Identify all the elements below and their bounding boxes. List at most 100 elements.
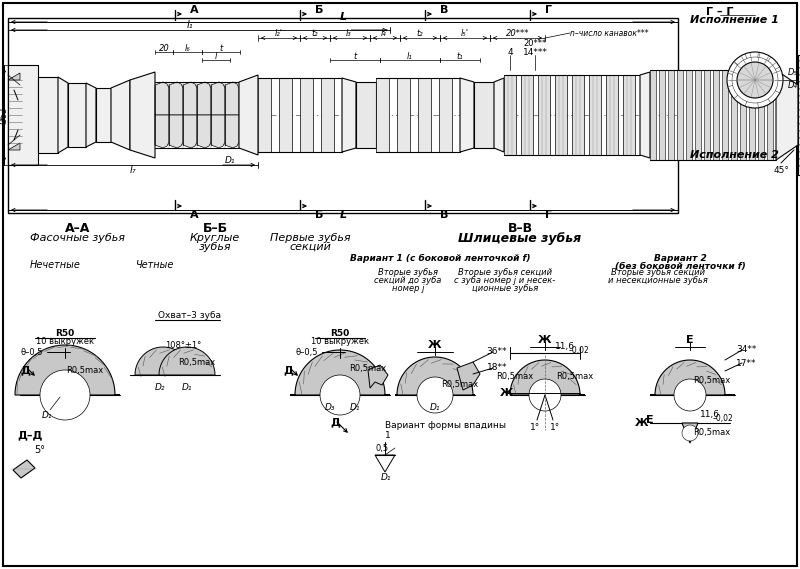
Text: 4: 4	[507, 47, 513, 56]
Text: D₂: D₂	[154, 384, 166, 393]
Bar	[538, 75, 550, 155]
Bar	[300, 78, 313, 152]
Polygon shape	[510, 360, 585, 395]
Circle shape	[737, 62, 773, 98]
Bar	[650, 70, 656, 160]
Bar	[589, 75, 601, 155]
Circle shape	[674, 379, 706, 411]
Bar	[258, 78, 271, 152]
Text: Г: Г	[545, 5, 552, 15]
Polygon shape	[494, 78, 504, 152]
Text: Вторые зубья: Вторые зубья	[378, 267, 438, 277]
Text: R50: R50	[330, 329, 350, 339]
Text: Четные: Четные	[136, 260, 174, 270]
Polygon shape	[8, 73, 20, 80]
Text: 20***: 20***	[506, 28, 530, 38]
Bar	[704, 70, 710, 160]
Bar	[8, 18, 678, 213]
Polygon shape	[13, 460, 35, 478]
Bar	[376, 78, 389, 152]
Text: 10 выкружек: 10 выкружек	[36, 337, 94, 347]
Text: –0,02: –0,02	[569, 347, 590, 356]
Text: R50: R50	[55, 329, 74, 339]
Text: l₁: l₁	[186, 20, 194, 30]
Bar	[418, 78, 431, 152]
Text: L: L	[339, 210, 346, 220]
Text: Д: Д	[20, 365, 30, 375]
Text: D₁: D₁	[182, 384, 192, 393]
Text: 1°: 1°	[530, 423, 540, 431]
Text: Исполнение 2: Исполнение 2	[690, 150, 779, 160]
Circle shape	[682, 425, 698, 441]
Bar	[572, 75, 584, 155]
Text: Б: Б	[315, 5, 323, 15]
Polygon shape	[135, 347, 191, 375]
Polygon shape	[640, 72, 650, 158]
Polygon shape	[86, 83, 96, 147]
Text: Д: Д	[330, 417, 340, 427]
Text: Шлицевые зубья: Шлицевые зубья	[458, 232, 582, 245]
Polygon shape	[111, 80, 130, 150]
Text: Вариант формы впадины: Вариант формы впадины	[385, 420, 506, 430]
Text: R0,5max: R0,5max	[442, 381, 478, 390]
Polygon shape	[211, 82, 225, 115]
Polygon shape	[290, 350, 390, 395]
Polygon shape	[183, 82, 197, 115]
Text: Охват–3 зуба: Охват–3 зуба	[158, 311, 222, 320]
Text: Б–Б: Б–Б	[202, 221, 227, 234]
Text: t₁: t₁	[457, 52, 463, 60]
Text: В: В	[440, 210, 448, 220]
Bar	[767, 70, 773, 160]
Bar	[695, 70, 701, 160]
Text: l₅': l₅'	[461, 28, 469, 38]
Text: Г: Г	[545, 210, 552, 220]
Bar	[659, 70, 665, 160]
Text: R0,5max: R0,5max	[350, 364, 386, 373]
Bar	[397, 78, 410, 152]
Bar	[279, 78, 292, 152]
Text: n–число канавок***: n–число канавок***	[570, 28, 649, 38]
Text: секций до зуба: секций до зуба	[374, 275, 442, 284]
Text: 20: 20	[158, 43, 170, 52]
Text: А: А	[190, 5, 198, 15]
Text: Исполнение 1: Исполнение 1	[690, 15, 779, 25]
Polygon shape	[197, 82, 211, 115]
Bar	[713, 70, 719, 160]
Text: D₅: D₅	[788, 68, 798, 76]
Text: номер j: номер j	[392, 283, 424, 292]
Text: Вариант 1 (с боковой ленточкой f): Вариант 1 (с боковой ленточкой f)	[350, 253, 530, 262]
Circle shape	[320, 375, 360, 415]
Bar	[686, 70, 692, 160]
Circle shape	[40, 370, 90, 420]
Text: Круглые: Круглые	[190, 233, 240, 243]
Text: Ø63: Ø63	[0, 106, 9, 123]
Polygon shape	[798, 55, 800, 175]
Text: 10 выкружек: 10 выкружек	[311, 337, 369, 347]
Text: 11,6: 11,6	[555, 343, 575, 352]
Text: l: l	[215, 52, 217, 60]
Text: –0,02: –0,02	[713, 414, 734, 423]
Circle shape	[529, 379, 561, 411]
Polygon shape	[197, 115, 211, 148]
Text: D₁: D₁	[350, 403, 360, 413]
Text: l₃': l₃'	[346, 28, 354, 38]
Text: R0,5max: R0,5max	[178, 357, 216, 366]
Bar	[731, 70, 737, 160]
Text: Вторые зубья секций: Вторые зубья секций	[611, 267, 705, 277]
Polygon shape	[368, 365, 388, 388]
Text: D₁: D₁	[381, 473, 391, 483]
Text: R0,5max: R0,5max	[66, 365, 104, 374]
Text: θ–0,5: θ–0,5	[295, 348, 318, 357]
Text: и несекционные зубья: и несекционные зубья	[608, 275, 708, 284]
Polygon shape	[457, 362, 480, 390]
Polygon shape	[58, 77, 68, 153]
Text: Е: Е	[646, 415, 654, 425]
Text: t₂: t₂	[417, 28, 423, 38]
Text: Ж: Ж	[428, 340, 442, 350]
Bar	[504, 75, 516, 155]
Bar	[668, 70, 674, 160]
Text: Ж: Ж	[538, 335, 552, 345]
Text: D₄: D₄	[788, 80, 798, 89]
Text: В–В: В–В	[507, 221, 533, 234]
Polygon shape	[169, 82, 183, 115]
